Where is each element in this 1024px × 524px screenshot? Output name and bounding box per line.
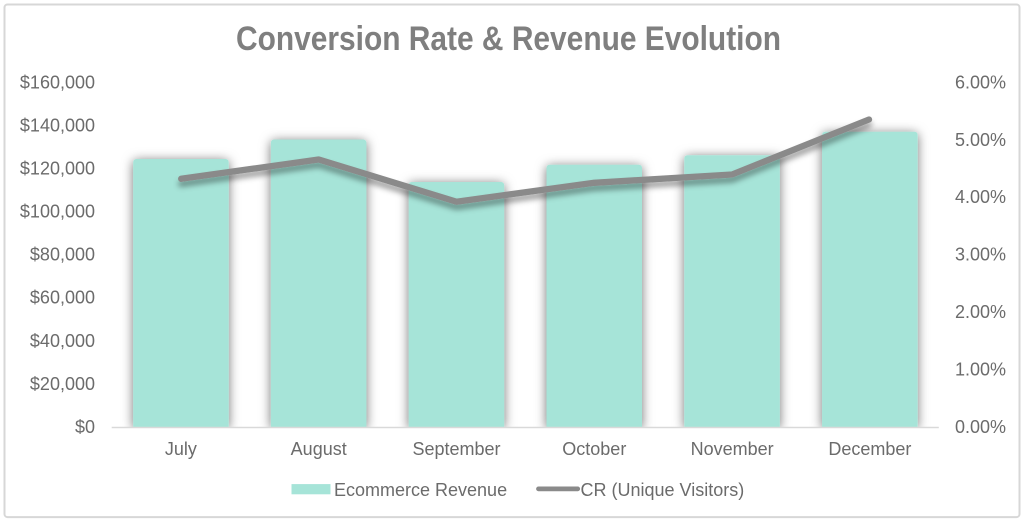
svg-text:October: October <box>562 439 626 459</box>
svg-text:CR (Unique Visitors): CR (Unique Visitors) <box>581 480 745 500</box>
svg-text:6.00%: 6.00% <box>955 72 1006 92</box>
svg-text:4.00%: 4.00% <box>955 187 1006 207</box>
svg-text:5.00%: 5.00% <box>955 130 1006 150</box>
svg-text:$20,000: $20,000 <box>30 374 95 394</box>
svg-text:0.00%: 0.00% <box>955 417 1006 437</box>
svg-text:$40,000: $40,000 <box>30 331 95 351</box>
svg-text:September: September <box>412 439 500 459</box>
svg-text:December: December <box>828 439 911 459</box>
svg-text:$80,000: $80,000 <box>30 245 95 265</box>
svg-text:$60,000: $60,000 <box>30 288 95 308</box>
svg-text:$160,000: $160,000 <box>20 72 95 92</box>
svg-text:2.00%: 2.00% <box>955 302 1006 322</box>
svg-text:1.00%: 1.00% <box>955 360 1006 380</box>
svg-text:November: November <box>691 439 774 459</box>
svg-text:July: July <box>165 439 197 459</box>
svg-text:$0: $0 <box>75 417 95 437</box>
svg-text:3.00%: 3.00% <box>955 245 1006 265</box>
svg-text:August: August <box>291 439 347 459</box>
svg-text:Conversion Rate & Revenue Evol: Conversion Rate & Revenue Evolution <box>236 20 781 58</box>
svg-text:$120,000: $120,000 <box>20 159 95 179</box>
svg-text:$140,000: $140,000 <box>20 116 95 136</box>
svg-text:$100,000: $100,000 <box>20 202 95 222</box>
svg-text:Ecommerce Revenue: Ecommerce Revenue <box>334 480 507 500</box>
